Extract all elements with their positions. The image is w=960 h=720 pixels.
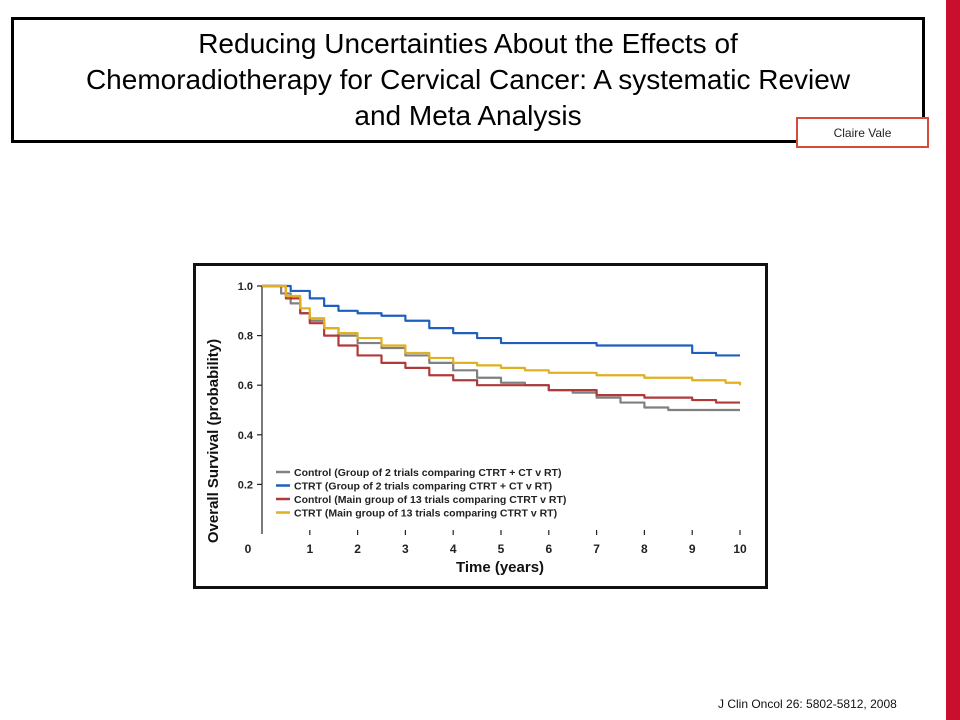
x-tick-label: 5 <box>498 542 505 556</box>
citation: J Clin Oncol 26: 5802-5812, 2008 <box>718 697 897 711</box>
y-tick-label: 0.8 <box>238 331 253 343</box>
legend-entry-2: CTRT (Group of 2 trials comparing CTRT +… <box>294 481 552 493</box>
author-label: Claire Vale <box>796 117 929 148</box>
legend-entry-1: Control (Group of 2 trials comparing CTR… <box>294 467 561 479</box>
y-tick-label: 0.4 <box>238 430 254 442</box>
x-tick-label: 0 <box>245 542 252 556</box>
chart-legend: Control (Group of 2 trials comparing CTR… <box>276 467 566 520</box>
survival-chart: 0.2 0.4 0.6 0.8 1.0 0 1 2 3 4 5 6 7 8 9 10 Control (Gro… <box>205 281 747 576</box>
slide-title: Reducing Uncertainties About the Effects… <box>85 28 851 131</box>
x-tick-label: 3 <box>402 542 409 556</box>
legend-entry-3: Control (Main group of 13 trials compari… <box>294 494 566 506</box>
chart-series <box>262 284 742 412</box>
accent-bar <box>946 0 960 720</box>
x-tick-label: 9 <box>689 542 696 556</box>
x-tick-label: 2 <box>354 542 361 556</box>
y-tick-label: 0.6 <box>238 380 253 392</box>
x-tick-label: 10 <box>733 542 747 556</box>
x-tick-label: 4 <box>450 542 457 556</box>
series-line-3 <box>262 284 740 404</box>
y-tick-label: 0.2 <box>238 479 253 491</box>
chart-frame: 0.2 0.4 0.6 0.8 1.0 0 1 2 3 4 5 6 7 8 9 10 Control (Gro… <box>193 263 768 589</box>
x-tick-label: 8 <box>641 542 648 556</box>
chart-axes: 0.2 0.4 0.6 0.8 1.0 0 1 2 3 4 5 6 7 8 9 10 <box>238 281 747 556</box>
y-tick-label: 1.0 <box>238 281 253 293</box>
x-tick-label: 6 <box>545 542 552 556</box>
title-box: Reducing Uncertainties About the Effects… <box>11 17 925 143</box>
series-line-1 <box>262 284 740 412</box>
y-axis-label: Overall Survival (probability) <box>205 339 222 543</box>
legend-entry-4: CTRT (Main group of 13 trials comparing … <box>294 508 557 520</box>
x-tick-label: 1 <box>306 542 313 556</box>
x-tick-label: 7 <box>593 542 600 556</box>
series-line-4 <box>262 284 742 386</box>
x-axis-label: Time (years) <box>456 559 544 576</box>
series-line-2 <box>262 284 740 357</box>
